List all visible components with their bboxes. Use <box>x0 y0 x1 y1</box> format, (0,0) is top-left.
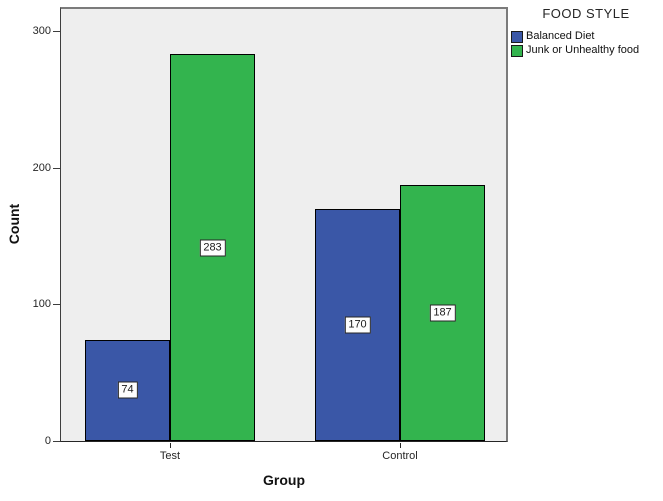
legend-item-label: Balanced Diet <box>526 30 595 42</box>
x-tick-label: Control <box>382 450 418 462</box>
y-tick-mark <box>53 441 60 442</box>
legend-swatch-icon <box>511 44 523 57</box>
plot-area: 74 283 170 187 <box>60 7 508 442</box>
legend-items: Balanced Diet Junk or Unhealthy food <box>511 30 661 57</box>
legend-item: Balanced Diet <box>511 30 661 43</box>
x-tick-mark <box>170 443 171 448</box>
y-tick-mark <box>53 31 60 32</box>
legend-item-label: Junk or Unhealthy food <box>526 44 640 56</box>
x-tick-mark <box>400 443 401 448</box>
legend-swatch-icon <box>511 30 523 43</box>
y-axis-title: Count <box>6 203 22 245</box>
y-tick-label: 200 <box>32 162 51 174</box>
legend-title: FOOD STYLE <box>542 6 630 21</box>
x-axis-title: Group <box>263 472 305 488</box>
legend-item: Junk or Unhealthy food <box>511 44 661 57</box>
y-tick-mark <box>53 168 60 169</box>
bar-value-label: 74 <box>117 381 138 399</box>
bar-value-label: 283 <box>199 239 226 257</box>
y-tick-label: 100 <box>32 298 51 310</box>
x-tick-label: Test <box>159 450 181 462</box>
y-tick-label: 0 <box>44 435 51 447</box>
bar-value-label: 187 <box>429 304 456 322</box>
y-tick-label: 300 <box>32 25 51 37</box>
bar-value-label: 170 <box>344 316 371 334</box>
legend: FOOD STYLE Balanced Diet Junk or Unhealth… <box>511 6 661 58</box>
y-tick-mark <box>53 304 60 305</box>
